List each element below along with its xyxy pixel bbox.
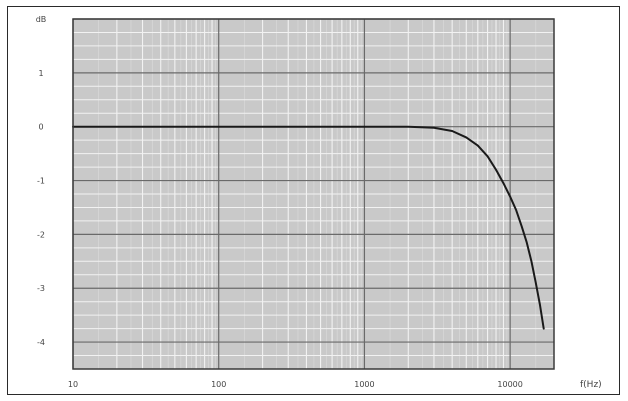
x-tick-label: 1000 bbox=[354, 380, 374, 389]
y-tick-label: 0 bbox=[38, 123, 43, 132]
x-tick-label: 10000 bbox=[497, 380, 522, 389]
y-tick-label: -2 bbox=[37, 230, 45, 239]
y-tick-label: -3 bbox=[37, 284, 45, 293]
y-axis-tick-labels: dB 1 0 -1 -2 -3 -4 bbox=[36, 15, 47, 347]
y-tick-label: 1 bbox=[38, 69, 43, 78]
x-axis-tick-labels: 10 100 1000 10000 bbox=[68, 380, 523, 389]
x-tick-label: 10 bbox=[68, 380, 78, 389]
chart-frame: dB 1 0 -1 -2 -3 -4 10 100 1000 10000 f(Hz) bbox=[7, 6, 620, 395]
minor-grid bbox=[73, 19, 555, 370]
x-tick-label: 100 bbox=[211, 380, 226, 389]
x-axis-label: f(Hz) bbox=[580, 380, 602, 390]
y-tick-label: -1 bbox=[37, 177, 45, 186]
plot-border bbox=[72, 18, 555, 370]
response-curve bbox=[72, 125, 545, 330]
y-tick-label: dB bbox=[36, 15, 47, 24]
y-tick-label: -4 bbox=[37, 338, 45, 347]
